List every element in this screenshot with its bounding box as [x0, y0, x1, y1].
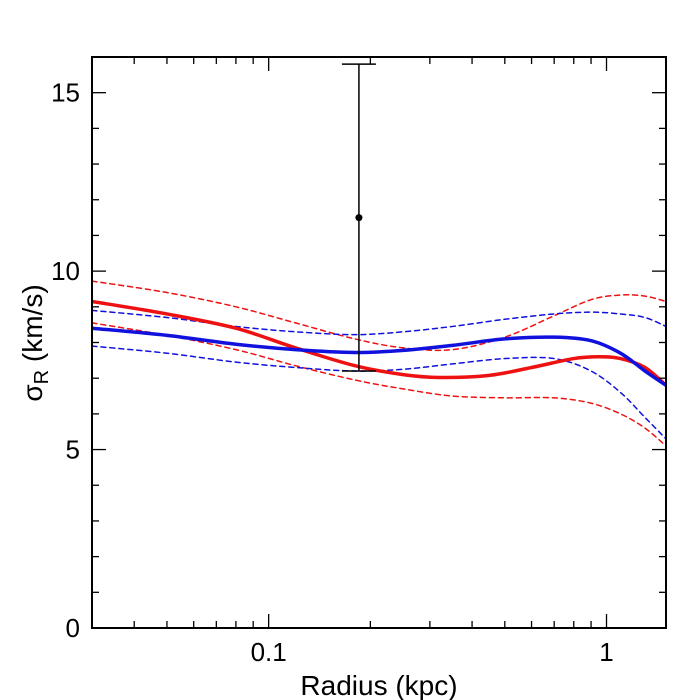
y-tick-label: 0 — [66, 613, 80, 643]
curves-layer — [92, 280, 666, 447]
y-tick-label: 5 — [66, 435, 80, 465]
series-red-fit — [92, 299, 666, 388]
y-axis-label-unit: (km/s) — [17, 284, 48, 370]
series-blue-fit — [92, 326, 666, 388]
data-point-marker — [355, 214, 363, 222]
points-layer — [341, 63, 376, 372]
ticks-layer — [91, 56, 666, 629]
series-blue-upper — [92, 309, 666, 336]
series-red-lower — [92, 322, 666, 447]
y-axis-label-subscript: R — [31, 370, 53, 384]
data-point-with-error-bar — [341, 63, 376, 372]
y-tick-label: 15 — [51, 78, 80, 108]
y-axis-label: σR (km/s) — [17, 284, 53, 401]
y-tick-label: 10 — [51, 256, 80, 286]
x-axis-label: Radius (kpc) — [300, 670, 457, 700]
x-tick-label: 1 — [599, 637, 613, 667]
y-axis-label-symbol: σ — [17, 384, 48, 401]
x-tick-label: 0.1 — [251, 637, 287, 667]
series-blue-lower — [92, 345, 666, 440]
plot-frame — [91, 56, 667, 629]
